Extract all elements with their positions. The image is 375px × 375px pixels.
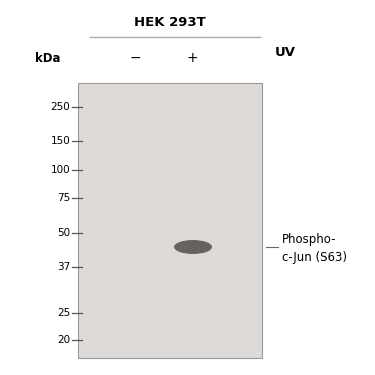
Text: 50: 50 [57,228,70,238]
Text: Phospho-: Phospho- [282,232,336,246]
Text: +: + [186,51,198,65]
Bar [78,83,262,358]
Text: kDa: kDa [35,51,61,64]
Text: UV: UV [274,45,296,58]
Text: 100: 100 [51,165,70,175]
Text: 75: 75 [57,193,70,203]
Text: 25: 25 [57,308,70,318]
Text: c-Jun (S63): c-Jun (S63) [282,251,347,264]
Text: 20: 20 [57,335,70,345]
Text: HEK 293T: HEK 293T [134,15,206,28]
Text: 250: 250 [50,102,70,112]
Ellipse shape [174,240,212,254]
Text: 37: 37 [57,262,70,272]
Text: 150: 150 [50,136,70,146]
Text: −: − [129,51,141,65]
